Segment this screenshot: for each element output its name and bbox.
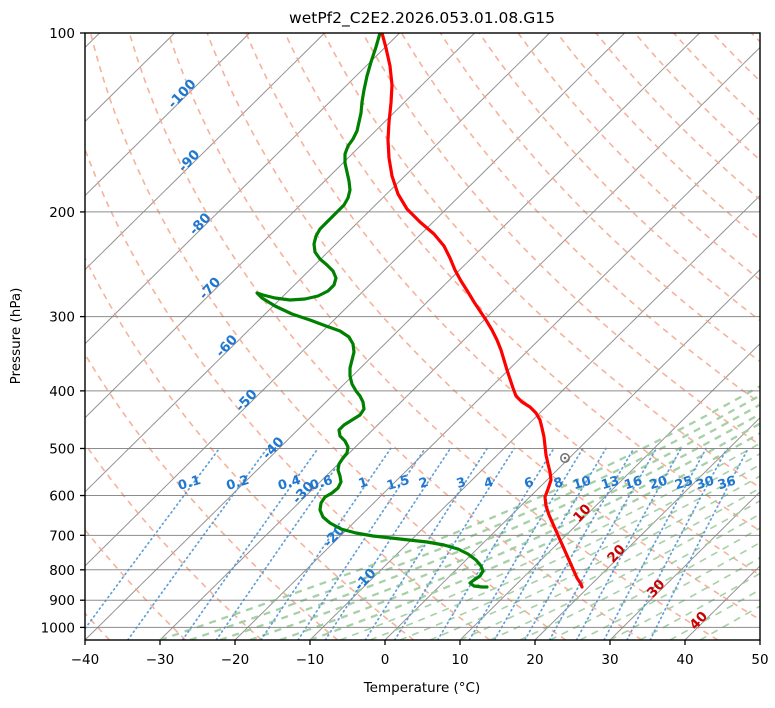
x-axis-label: Temperature (°C) [363,680,481,696]
dewpoint-profile-line [255,33,489,589]
x-tick-label: 10 [451,652,468,668]
x-tick-label: 0 [381,652,390,668]
mixing-ratio-label: 0.6 [308,473,334,494]
mixing-ratio-label: 2 [417,475,430,492]
y-tick-label: 900 [49,593,75,609]
mixing-ratio-label: 0.4 [276,473,302,494]
y-tick-label: 200 [49,205,75,221]
y-tick-label: 300 [49,310,75,326]
mixing-ratio-label: 6 [523,475,536,492]
mixing-ratio-label: 4 [482,475,495,492]
x-tick-label: −20 [221,652,250,668]
mixing-ratio-label: 10 [571,474,593,494]
y-tick-label: 700 [49,528,75,544]
page-title: wetPf2_C2E2.2026.053.01.08.G15 [289,9,555,28]
y-tick-label: 600 [49,489,75,505]
mixing-ratio-label: 1.5 [385,473,411,494]
y-axis-ticks: 100 200 300 400 500 600 700 800 900 1000 [41,26,85,636]
x-tick-label: 50 [751,652,768,668]
x-tick-label: −30 [146,652,175,668]
mixing-ratio-label: 0.2 [225,473,251,494]
dry-adiabat-lines [85,33,760,640]
y-tick-label: 800 [49,563,75,579]
mixing-ratio-label: 13 [600,474,622,494]
lcl-marker-group [560,453,570,463]
temperature-profile-line [380,33,584,589]
y-tick-label: 400 [49,384,75,400]
mixing-ratio-labels: 0.1 0.2 0.4 0.6 1 1.5 2 3 4 6 8 10 13 16 20 25 30 36 [176,473,737,494]
mixing-ratio-label: 3 [455,475,468,492]
mixing-ratio-label: 25 [673,474,695,494]
axes-background [85,33,760,640]
axes-frame [84,32,761,641]
mixing-ratio-lines [85,447,750,640]
pressure-gridlines [85,33,760,628]
y-tick-label: 500 [49,441,75,457]
mixing-ratio-label: 0.1 [176,473,202,494]
mixing-ratio-label: 8 [552,475,565,492]
x-tick-label: −10 [296,652,325,668]
mixing-ratio-label: 30 [694,474,716,494]
mixing-ratio-label: 1 [357,475,370,492]
y-axis-label: Pressure (hPa) [8,288,24,385]
x-tick-label: −40 [71,652,100,668]
y-tick-label: 1000 [41,620,75,636]
y-tick-label: 100 [49,26,75,42]
mixing-ratio-label: 16 [622,474,644,494]
x-tick-label: 40 [676,652,693,668]
mixing-ratio-label: 36 [716,474,738,494]
x-tick-label: 20 [526,652,543,668]
x-tick-label: 30 [601,652,618,668]
mixing-ratio-label: 20 [648,474,670,494]
x-axis-ticks: −40 −30 −20 −10 0 10 20 30 40 50 [71,640,769,668]
